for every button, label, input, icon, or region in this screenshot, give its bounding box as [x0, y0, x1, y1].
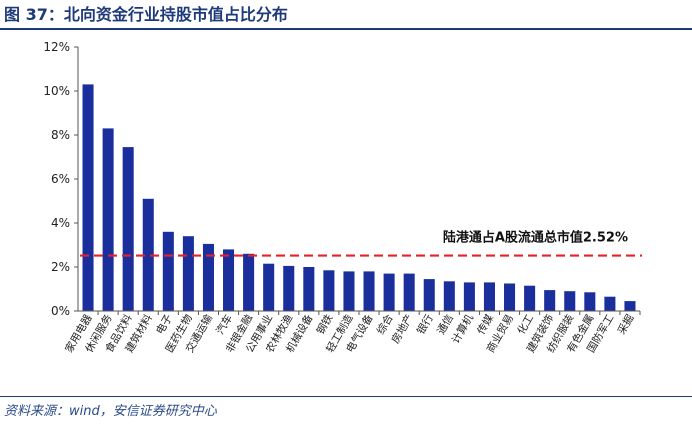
- x-tick-label: 计算机: [449, 312, 476, 346]
- bar-27: [604, 296, 616, 311]
- footer-divider: [0, 396, 692, 397]
- bar-4: [142, 198, 154, 311]
- bar-24: [544, 290, 556, 311]
- bar-10: [263, 263, 275, 311]
- y-tick-label: 10%: [43, 84, 70, 98]
- bar-1: [82, 84, 94, 312]
- x-tick-label: 采掘: [615, 312, 637, 337]
- bars: [82, 84, 636, 312]
- source-note: 资料来源：wind，安信证券研究中心: [4, 404, 217, 419]
- bar-23: [524, 285, 536, 311]
- y-tick-label: 8%: [51, 128, 70, 142]
- bar-11: [283, 265, 295, 311]
- bar-17: [403, 273, 415, 311]
- y-tick-label: 2%: [51, 260, 70, 274]
- bar-25: [564, 291, 576, 311]
- y-tick-label: 0%: [51, 304, 70, 318]
- bar-13: [323, 270, 335, 311]
- x-tick-label: 银行: [414, 312, 436, 337]
- bar-21: [483, 282, 495, 311]
- y-axis: 0% 2% 4% 6% 8% 10% 12%: [43, 40, 79, 318]
- bar-16: [383, 273, 395, 311]
- bar-8: [223, 249, 235, 311]
- figure-title: 图 37：北向资金行业持股市值占比分布: [4, 5, 288, 24]
- bar-20: [463, 282, 475, 311]
- bar-2: [102, 128, 114, 311]
- bar-5: [162, 231, 174, 311]
- bar-18: [423, 279, 435, 311]
- bar-15: [363, 271, 375, 311]
- bar-28: [624, 301, 636, 311]
- bar-22: [504, 283, 516, 311]
- bar-26: [584, 292, 596, 311]
- bar-6: [182, 236, 194, 311]
- bar-7: [202, 243, 214, 311]
- reference-line-label: 陆港通占A股流通总市值2.52%: [443, 230, 628, 246]
- y-tick-label: 4%: [51, 216, 70, 230]
- bar-9: [243, 253, 255, 311]
- bar-14: [343, 271, 355, 311]
- y-tick-label: 12%: [43, 40, 70, 54]
- bar-19: [443, 281, 455, 311]
- bar-3: [122, 147, 134, 311]
- title-divider: [0, 28, 692, 30]
- y-tick-label: 6%: [51, 172, 70, 186]
- bar-12: [303, 267, 315, 311]
